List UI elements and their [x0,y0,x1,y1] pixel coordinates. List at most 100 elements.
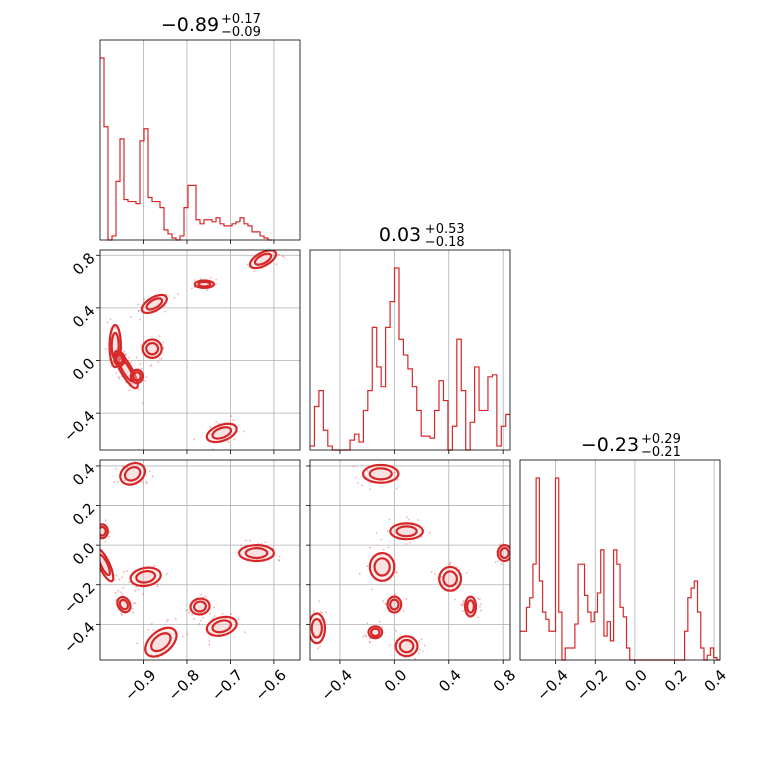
scatter-2-1-point [128,356,131,359]
scatter-3-2-point [387,546,390,549]
scatter-2-1-marks [104,250,288,450]
scatter-3-1-point [113,481,115,483]
scatter-3-1-xtick-label: −0.8 [165,666,203,704]
scatter-3-1-point [133,602,136,605]
scatter-3-2-point [409,541,412,544]
scatter-2-1-point [131,382,134,385]
scatter-2-1-point [129,386,132,388]
scatter-3-1-point [121,614,123,617]
scatter-3-2-point [394,593,397,596]
scatter-3-1-point [149,470,151,473]
scatter-2-1-point [215,278,218,281]
scatter-2-1-point [117,375,120,378]
scatter-2-1-point [215,421,218,423]
scatter-2-1-ytick-label: 0.8 [69,249,99,279]
scatter-2-1-point [129,380,131,383]
scatter-2-1-ytick-label: −0.4 [60,407,98,445]
scatter-2-1-contour-inner [253,252,273,266]
scatter-3-2-point [402,610,405,612]
scatter-3-1-point [186,633,189,635]
scatter-3-2-marks [304,463,514,663]
scatter-3-2-point [304,646,306,648]
scatter-3-1-point [147,628,150,631]
scatter-3-1-point [221,612,224,615]
scatter-3-1-point [211,617,214,620]
scatter-3-1-xtick-label: −0.9 [121,666,159,704]
scatter-3-2-point [448,564,451,566]
scatter-3-1-point [142,592,145,595]
scatter-2-1-point [111,361,113,364]
scatter-3-1-ytick-label: −0.2 [60,579,98,617]
scatter-3-2-hgrid [310,465,510,625]
scatter-3-1-point [131,607,134,610]
scatter-3-2-point [379,554,382,556]
scatter-3-1-point [94,540,96,542]
scatter-3-2-point [462,602,465,604]
scatter-3-1-point [151,475,154,478]
scatter-2-1-point [108,358,111,361]
scatter-3-2-point [423,644,426,647]
scatter-3-2-point [395,487,398,490]
scatter-3-2-point [378,620,381,623]
axes-layer [96,39,721,664]
scatter-3-1-point [156,583,159,586]
scatter-3-1-point [166,618,169,621]
scatter-3-1-point [165,573,168,575]
scatter-2-1-point [127,363,129,366]
scatter-2-1-point [140,367,143,370]
scatter-3-2-point [417,652,420,655]
scatter-3-1-point [141,481,143,484]
scatter-3-1-frame [99,459,301,661]
scatter-3-2-point [400,661,402,663]
scatter-3-1-contour-inner [192,600,208,613]
scatter-2-1-point [157,361,160,363]
scatter-3-1-point [94,538,96,540]
scatter-3-1-point [115,574,118,577]
scatter-2-1-point [199,278,202,280]
scatter-3-1-point [119,591,122,594]
scatter-3-1-point [96,542,98,544]
scatter-2-1-point [209,276,212,279]
scatter-2-1-ytick-label: 0.4 [69,302,99,332]
scatter-3-1-point [97,534,99,536]
scatter-3-2-point [448,562,451,565]
scatter-3-1-point [105,519,107,522]
scatter-3-2-point [395,571,398,574]
scatter-3-1-point [123,570,125,573]
scatter-2-1-point [275,263,278,266]
scatter-3-1-ytick-label: −0.4 [60,618,98,656]
scatter-3-1-ytick-label: 0.4 [69,460,99,490]
scatter-3-1-point [145,480,148,483]
scatter-2-1-point [115,372,118,374]
scatter-3-2-point [366,622,369,625]
scatter-3-2-point [461,610,464,613]
scatter-2-1-contour-inner [211,426,233,440]
scatter-3-1-point [108,535,110,538]
scatter-3-2-point [358,572,361,575]
scatter-3-1-contour-inner [123,466,142,482]
scatter-2-1-point [138,309,140,312]
scatter-3-2-point [477,616,480,619]
scatter-3-2-point [461,603,464,606]
hist-3-vgrid [555,460,715,660]
scatter-3-1-point [208,640,211,643]
scatter-2-1-contour-inner [197,280,212,288]
scatter-3-1-point [123,479,126,482]
scatter-3-2-point [512,552,514,554]
scatter-3-2-point [419,648,421,651]
scatter-3-2-point [317,647,319,650]
scatter-2-1-point [227,441,230,443]
scatter-3-2-contour-inner [466,599,476,614]
scatter-3-1-point [126,570,129,573]
scatter-3-2-point [449,561,452,564]
scatter-3-2-point [305,609,307,611]
scatter-3-2-point [380,538,383,541]
scatter-3-1-point [165,620,168,623]
scatter-3-1-point [137,588,140,591]
scatter-3-1-point [114,578,116,581]
scatter-3-1-contour-inner [100,525,107,537]
hist-3-title-value: −0.23 [581,434,639,456]
scatter-3-1-point [237,618,240,621]
scatter-3-2-point [318,600,321,603]
